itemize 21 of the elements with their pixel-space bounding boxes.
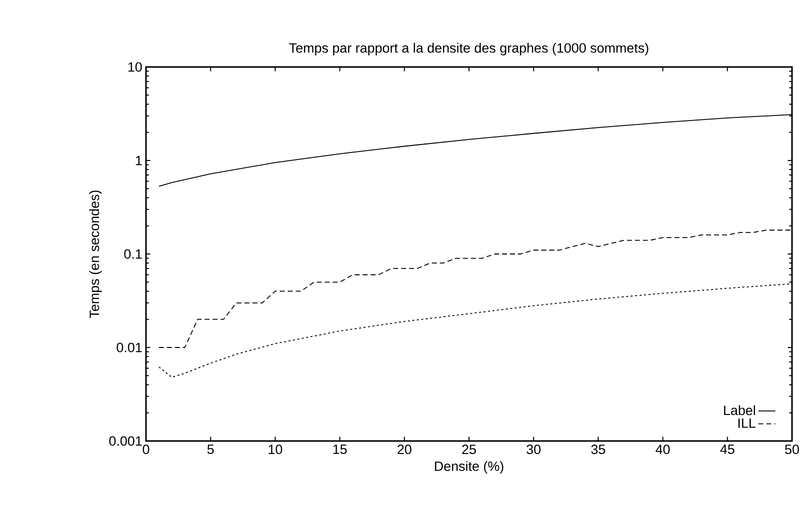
x-tick-label: 45 — [720, 444, 734, 454]
y-tick-label: 1 — [136, 156, 142, 166]
legend-label: Label — [724, 405, 755, 416]
y-axis-title: Temps (en secondes) — [89, 190, 102, 318]
y-tick-label: 0.1 — [124, 249, 142, 259]
x-tick-label: 50 — [785, 444, 799, 454]
y-tick-label: 0.001 — [109, 436, 142, 446]
legend-label: ILL — [738, 418, 756, 428]
x-tick-label: 20 — [398, 444, 412, 454]
y-tick-label: 0.01 — [116, 342, 142, 352]
x-tick-label: 0 — [142, 444, 150, 454]
chart-title: Temps par rapport a la densite des graphes (1000 sommets) — [289, 42, 648, 56]
x-tick-label: 15 — [333, 444, 347, 454]
x-tick-label: 5 — [207, 444, 214, 454]
x-axis-title: Densite (%) — [434, 461, 504, 474]
y-tick-label: 10 — [128, 62, 142, 72]
x-tick-label: 10 — [268, 444, 282, 454]
x-tick-label: 40 — [656, 444, 670, 454]
x-tick-label: 25 — [462, 444, 476, 454]
x-tick-label: 30 — [526, 444, 541, 454]
x-tick-label: 35 — [591, 444, 606, 454]
